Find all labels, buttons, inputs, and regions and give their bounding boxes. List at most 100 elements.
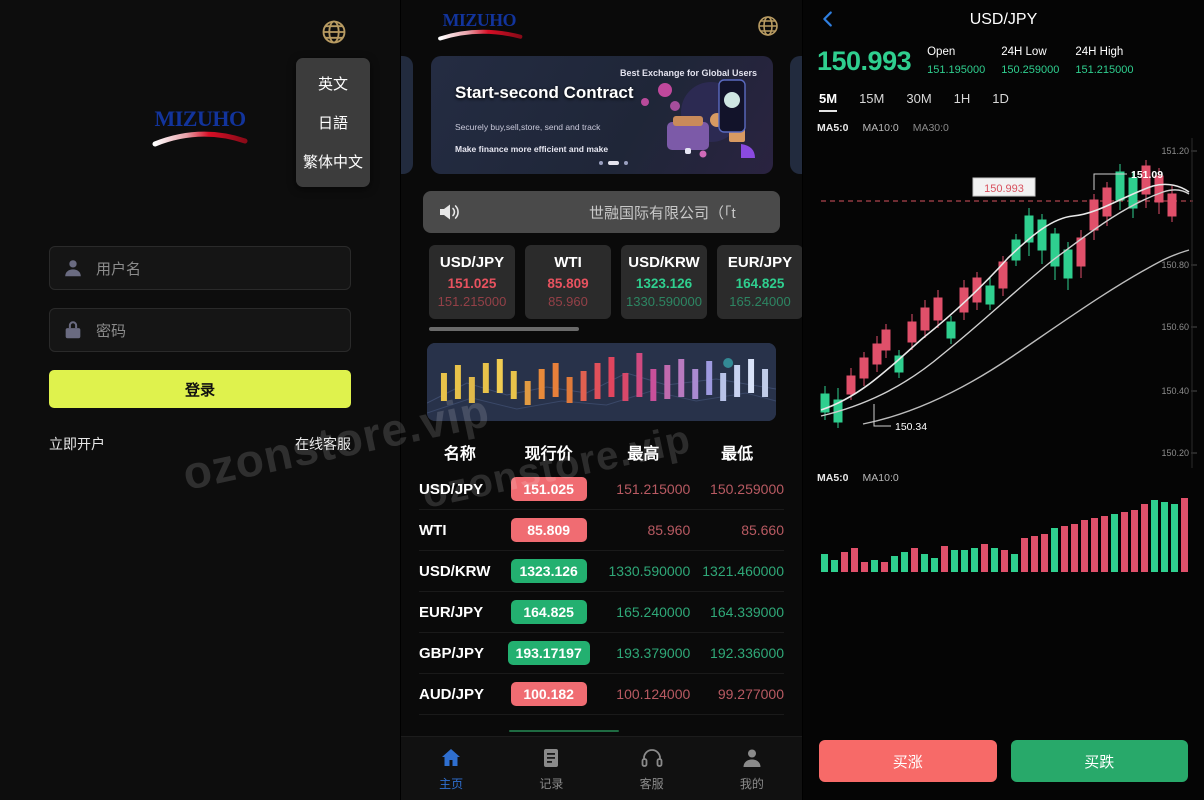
language-option-zh-tw[interactable]: 繁体中文	[302, 154, 363, 171]
register-link[interactable]: 立即开户	[49, 436, 105, 452]
ticker-price: 151.025	[447, 276, 497, 291]
table-row[interactable]: EUR/JPY 164.825 165.240000 164.339000	[419, 592, 784, 633]
row-low: 150.259000	[710, 481, 785, 497]
brand-logo: MIZUHO	[438, 10, 523, 41]
language-menu[interactable]: 英文 日語 繁体中文	[296, 58, 370, 187]
person-icon	[743, 749, 761, 767]
banner-slide-prev[interactable]	[401, 56, 413, 174]
ticker-card[interactable]: USD/JPY 151.025 151.215000	[429, 245, 515, 319]
notice-text: 世融国际有限公司（「t	[589, 204, 736, 222]
banner-top-text: Best Exchange for Global Users	[619, 68, 757, 78]
tab-records[interactable]: 记录	[501, 737, 601, 800]
table-header: 名称 现行价 最高 最低	[419, 435, 784, 469]
ticker-price: 164.825	[735, 276, 785, 291]
vol-ma5-legend: MA5:0	[817, 472, 849, 484]
ticker-card[interactable]: USD/KRW 1323.126 1330.590000	[621, 245, 707, 319]
col-header-name: 名称	[443, 446, 476, 463]
candlestick-chart[interactable]: 151.20 150.80 150.60 150.40 150.20 150.9…	[803, 138, 1204, 468]
stat-label: 24H Low	[1001, 46, 1047, 58]
timeframe-1d[interactable]: 1D	[992, 91, 1009, 106]
quote-summary: 150.993 Open 151.195000 24H Low 150.2590…	[803, 40, 1204, 77]
banner-dots[interactable]	[599, 161, 628, 165]
timeframe-30m[interactable]: 30M	[906, 91, 932, 106]
stat-value: 151.215000	[1075, 64, 1134, 76]
row-accent-line	[509, 730, 619, 732]
online-support-link[interactable]: 在线客服	[295, 436, 351, 452]
login-button[interactable]: 登录	[49, 370, 351, 408]
row-high: 165.240000	[616, 604, 691, 620]
login-panel: 英文 日語 繁体中文 MIZUHO 用户名	[0, 0, 401, 800]
banner-subtitle-2: Make finance more efficient and make	[455, 144, 609, 154]
language-option-en[interactable]: 英文	[317, 76, 348, 93]
svg-text:150.34: 150.34	[895, 421, 927, 433]
stat-label: 24H High	[1075, 46, 1124, 58]
table-row[interactable]: USD/JPY 151.025 151.215000 150.259000	[419, 469, 784, 510]
user-icon	[62, 257, 84, 279]
row-price: 151.025	[510, 477, 587, 501]
row-name: GBP/JPY	[419, 644, 485, 662]
tab-support[interactable]: 客服	[602, 737, 702, 800]
ticker-card[interactable]: EUR/JPY 164.825 165.24000	[717, 245, 802, 319]
row-low: 1321.460000	[702, 563, 785, 579]
ticker-prev: 85.960	[548, 294, 588, 309]
promo-chart-banner[interactable]	[427, 343, 776, 421]
ticker-card[interactable]: WTI 85.809 85.960	[525, 245, 611, 319]
banner-slide-active[interactable]: Best Exchange for Global Users Start-sec…	[431, 56, 773, 174]
timeframe-1h[interactable]: 1H	[953, 91, 971, 106]
buy-up-button[interactable]: 买涨	[819, 740, 997, 782]
row-name: USD/KRW	[419, 562, 491, 580]
ticker-prev: 1330.590000	[626, 294, 702, 309]
home-icon	[442, 748, 461, 766]
tab-mine[interactable]: 我的	[702, 737, 802, 800]
svg-text:MIZUHO: MIZUHO	[154, 106, 246, 131]
globe-icon[interactable]	[320, 18, 350, 48]
timeframe-15m[interactable]: 15M	[859, 91, 885, 106]
buy-down-button[interactable]: 买跌	[1010, 740, 1188, 782]
language-option-ja[interactable]: 日語	[317, 115, 348, 132]
banner-illustration	[641, 79, 755, 158]
username-field[interactable]: 用户名	[49, 246, 351, 290]
ma5-legend: MA5:0	[817, 122, 849, 134]
timeframe-5m[interactable]: 5M	[819, 91, 838, 112]
ma-legend: MA5:0 MA10:0 MA30:0	[803, 112, 1204, 138]
tab-label: 客服	[639, 776, 664, 791]
row-price: 1323.126	[510, 559, 587, 583]
globe-icon[interactable]	[756, 14, 780, 38]
banner-slide-next[interactable]	[790, 56, 802, 174]
stat-24h-low: 24H Low 150.259000	[1001, 46, 1059, 76]
chevron-left-icon[interactable]	[817, 8, 839, 30]
ticker-strip[interactable]: USD/JPY 151.025 151.215000 WTI 85.809 85…	[401, 245, 802, 319]
stat-value: 151.195000	[927, 64, 986, 76]
svg-text:150.80: 150.80	[1161, 260, 1189, 270]
ticker-prev: 151.215000	[437, 294, 507, 309]
banner-dot-0[interactable]	[599, 161, 603, 165]
home-header: MIZUHO	[401, 0, 802, 48]
banner-title: Start-second Contract	[455, 83, 634, 102]
col-header-high: 最高	[627, 446, 660, 463]
notice-bar[interactable]: 世融国际有限公司（「t	[423, 191, 780, 233]
ticker-name: EUR/JPY	[727, 254, 793, 271]
vol-ma10-legend: MA10:0	[862, 472, 899, 484]
svg-text:151.20: 151.20	[1161, 146, 1189, 156]
table-row[interactable]: GBP/JPY 193.17197 193.379000 192.336000	[419, 633, 784, 674]
row-high: 100.124000	[616, 686, 691, 702]
tab-home[interactable]: 主页	[401, 737, 501, 800]
password-field[interactable]: 密码	[49, 308, 351, 352]
volume-chart[interactable]	[803, 484, 1204, 576]
banner-dot-1[interactable]	[608, 161, 619, 165]
ma10-legend: MA10:0	[862, 122, 899, 134]
row-price: 85.809	[510, 518, 587, 542]
svg-text:150.20: 150.20	[1161, 448, 1189, 458]
table-row[interactable]: USD/KRW 1323.126 1330.590000 1321.460000	[419, 551, 784, 592]
table-row[interactable]: AUD/JPY 100.182 100.124000 99.277000	[419, 674, 784, 715]
ticker-scrollbar[interactable]	[429, 327, 579, 331]
table-row[interactable]: WTI 85.809 85.960 85.660	[419, 510, 784, 551]
bottom-tab-bar[interactable]: 主页 记录 客服 我的	[401, 736, 802, 800]
banner-carousel[interactable]: Best Exchange for Global Users Start-sec…	[401, 56, 802, 181]
banner-dot-2[interactable]	[624, 161, 628, 165]
volume-svg	[821, 498, 1188, 572]
trade-actions[interactable]: 买涨 买跌	[803, 740, 1204, 782]
row-high: 193.379000	[616, 645, 691, 661]
col-header-low: 最低	[721, 446, 754, 463]
timeframe-tabs[interactable]: 5M 15M 30M 1H 1D	[803, 77, 1204, 112]
